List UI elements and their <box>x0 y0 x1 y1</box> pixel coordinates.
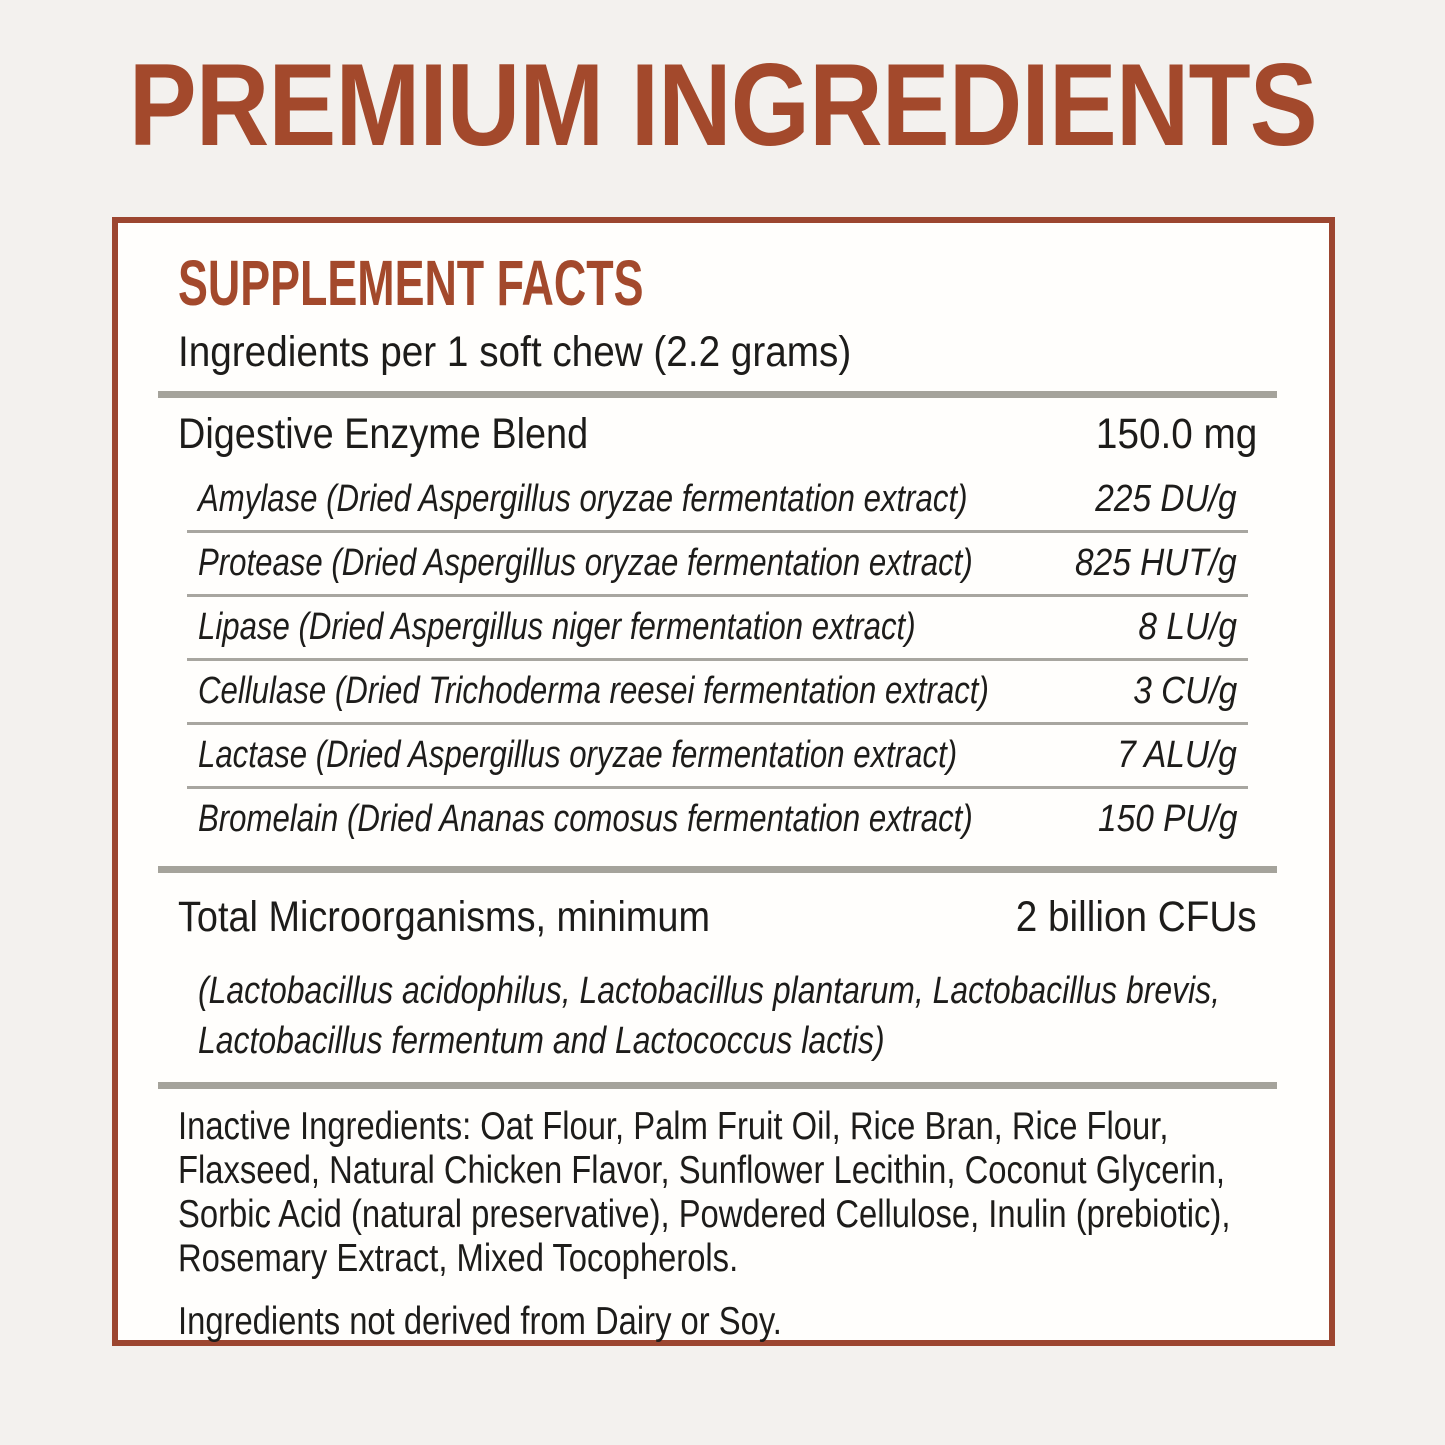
enzyme-row: Cellulase (Dried Trichoderma reesei ferm… <box>178 669 1257 714</box>
inactive-line: Rosemary Extract, Mixed Tocopherols. <box>178 1237 739 1280</box>
enzyme-row: Protease (Dried Aspergillus oryzae ferme… <box>178 541 1257 586</box>
dairy-soy-disclaimer: Ingredients not derived from Dairy or So… <box>178 1300 782 1343</box>
blend-name: Digestive Enzyme Blend <box>178 410 589 458</box>
enzyme-name: Cellulase (Dried Trichoderma reesei ferm… <box>198 670 989 712</box>
page-title: PREMIUM INGREDIENTS <box>0 46 1445 163</box>
enzyme-amount: 150 PU/g <box>1097 798 1237 840</box>
enzyme-name: Protease (Dried Aspergillus oryzae ferme… <box>198 542 973 584</box>
supplement-facts-panel: SUPPLEMENT FACTS Ingredients per 1 soft … <box>112 217 1335 1346</box>
divider-thin <box>187 658 1248 661</box>
strains-line: (Lactobacillus acidophilus, Lactobacillu… <box>198 970 1220 1012</box>
divider-thick <box>158 391 1277 398</box>
divider-thick <box>158 866 1277 873</box>
strains-list: (Lactobacillus acidophilus, Lactobacillu… <box>198 966 1257 1066</box>
enzyme-amount: 7 ALU/g <box>1117 734 1237 776</box>
microorganisms-amount: 2 billion CFUs <box>1016 893 1257 941</box>
enzyme-name: Lactase (Dried Aspergillus oryzae fermen… <box>198 734 958 776</box>
supplement-facts-heading-text: SUPPLEMENT FACTS <box>178 247 644 319</box>
blend-amount: 150.0 mg <box>1095 410 1257 458</box>
enzyme-amount: 8 LU/g <box>1138 606 1237 648</box>
enzyme-row: Lipase (Dried Aspergillus niger fermenta… <box>178 605 1257 650</box>
enzyme-name: Bromelain (Dried Ananas comosus fermenta… <box>198 798 973 840</box>
enzyme-row: Amylase (Dried Aspergillus oryzae fermen… <box>178 477 1257 522</box>
enzyme-amount: 825 HUT/g <box>1075 542 1237 584</box>
serving-size-line: Ingredients per 1 soft chew (2.2 grams) <box>178 328 852 376</box>
inactive-line: Sorbic Acid (natural preservative), Powd… <box>178 1193 1231 1236</box>
inactive-line: Flaxseed, Natural Chicken Flavor, Sunflo… <box>178 1149 1225 1192</box>
enzyme-name: Amylase (Dried Aspergillus oryzae fermen… <box>198 478 968 520</box>
microorganisms-name: Total Microorganisms, minimum <box>178 893 710 941</box>
divider-thick <box>158 1082 1277 1089</box>
page-title-text: PREMIUM INGREDIENTS <box>128 39 1317 170</box>
enzyme-row: Bromelain (Dried Ananas comosus fermenta… <box>178 797 1257 842</box>
divider-thin <box>187 786 1248 789</box>
divider-thin <box>187 722 1248 725</box>
enzyme-amount: 225 DU/g <box>1095 478 1237 520</box>
enzyme-name: Lipase (Dried Aspergillus niger fermenta… <box>198 606 916 648</box>
supplement-facts-heading: SUPPLEMENT FACTS <box>178 251 1257 315</box>
enzyme-amount: 3 CU/g <box>1132 670 1237 712</box>
blend-row: Digestive Enzyme Blend 150.0 mg <box>178 410 1257 459</box>
microorganisms-row: Total Microorganisms, minimum 2 billion … <box>178 893 1257 942</box>
enzyme-row: Lactase (Dried Aspergillus oryzae fermen… <box>178 733 1257 778</box>
inactive-ingredients: Inactive Ingredients: Oat Flour, Palm Fr… <box>178 1105 1257 1281</box>
divider-thin <box>187 530 1248 533</box>
divider-thin <box>187 594 1248 597</box>
inactive-line: Inactive Ingredients: Oat Flour, Palm Fr… <box>178 1105 1169 1148</box>
strains-line: Lactobacillus fermentum and Lactococcus … <box>198 1020 885 1062</box>
